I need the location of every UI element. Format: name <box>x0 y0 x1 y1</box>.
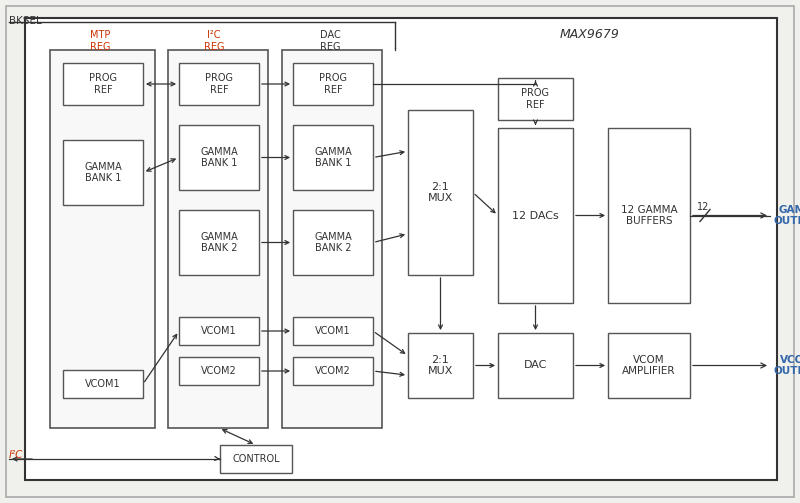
Bar <box>179 210 259 275</box>
Bar <box>608 333 690 398</box>
Text: VCOM1: VCOM1 <box>201 326 237 336</box>
Bar <box>498 333 573 398</box>
Bar <box>50 50 155 428</box>
Bar <box>408 110 473 275</box>
Bar <box>63 370 143 398</box>
Text: DAC: DAC <box>524 361 547 371</box>
Bar <box>293 357 373 385</box>
Text: GAMMA
OUTPUTS: GAMMA OUTPUTS <box>773 205 800 226</box>
Text: 2:1
MUX: 2:1 MUX <box>428 355 453 376</box>
Text: 2:1
MUX: 2:1 MUX <box>428 182 453 203</box>
Text: VCOM
AMPLIFIER: VCOM AMPLIFIER <box>622 355 676 376</box>
Bar <box>63 63 143 105</box>
Text: VCOM2: VCOM2 <box>201 366 237 376</box>
Text: MTP
REG: MTP REG <box>90 30 110 52</box>
Text: VCOM1: VCOM1 <box>85 379 121 389</box>
Text: PROG
REF: PROG REF <box>205 73 233 95</box>
Text: I²C
REG: I²C REG <box>204 30 224 52</box>
Text: 12: 12 <box>697 202 710 211</box>
Bar <box>293 317 373 345</box>
Bar <box>498 128 573 303</box>
Text: PROG
REF: PROG REF <box>522 88 550 110</box>
Text: 12 GAMMA
BUFFERS: 12 GAMMA BUFFERS <box>621 205 678 226</box>
Bar <box>168 50 268 428</box>
Text: GAMMA
BANK 2: GAMMA BANK 2 <box>314 232 352 254</box>
Text: VCOM
OUTPUT: VCOM OUTPUT <box>773 355 800 376</box>
Bar <box>293 125 373 190</box>
Text: BKSEL: BKSEL <box>9 16 42 26</box>
Bar <box>179 357 259 385</box>
Text: MAX9679: MAX9679 <box>560 28 620 41</box>
Text: GAMMA
BANK 1: GAMMA BANK 1 <box>314 147 352 169</box>
Text: GAMMA
BANK 1: GAMMA BANK 1 <box>200 147 238 169</box>
Bar <box>179 125 259 190</box>
Bar <box>220 445 292 473</box>
Text: GAMMA
BANK 1: GAMMA BANK 1 <box>84 161 122 183</box>
Text: DAC
REG: DAC REG <box>320 30 340 52</box>
Bar <box>293 63 373 105</box>
Text: GAMMA
BANK 2: GAMMA BANK 2 <box>200 232 238 254</box>
Bar <box>498 78 573 120</box>
Text: PROG
REF: PROG REF <box>319 73 347 95</box>
Bar <box>608 128 690 303</box>
Text: PROG
REF: PROG REF <box>89 73 117 95</box>
Bar <box>293 210 373 275</box>
Bar <box>282 50 382 428</box>
Text: VCOM1: VCOM1 <box>315 326 351 336</box>
Bar <box>179 317 259 345</box>
Text: CONTROL: CONTROL <box>232 454 280 464</box>
Bar <box>179 63 259 105</box>
Text: 12 DACs: 12 DACs <box>512 210 559 220</box>
Bar <box>408 333 473 398</box>
Text: VCOM2: VCOM2 <box>315 366 351 376</box>
Text: I²C: I²C <box>9 450 23 460</box>
Bar <box>63 140 143 205</box>
